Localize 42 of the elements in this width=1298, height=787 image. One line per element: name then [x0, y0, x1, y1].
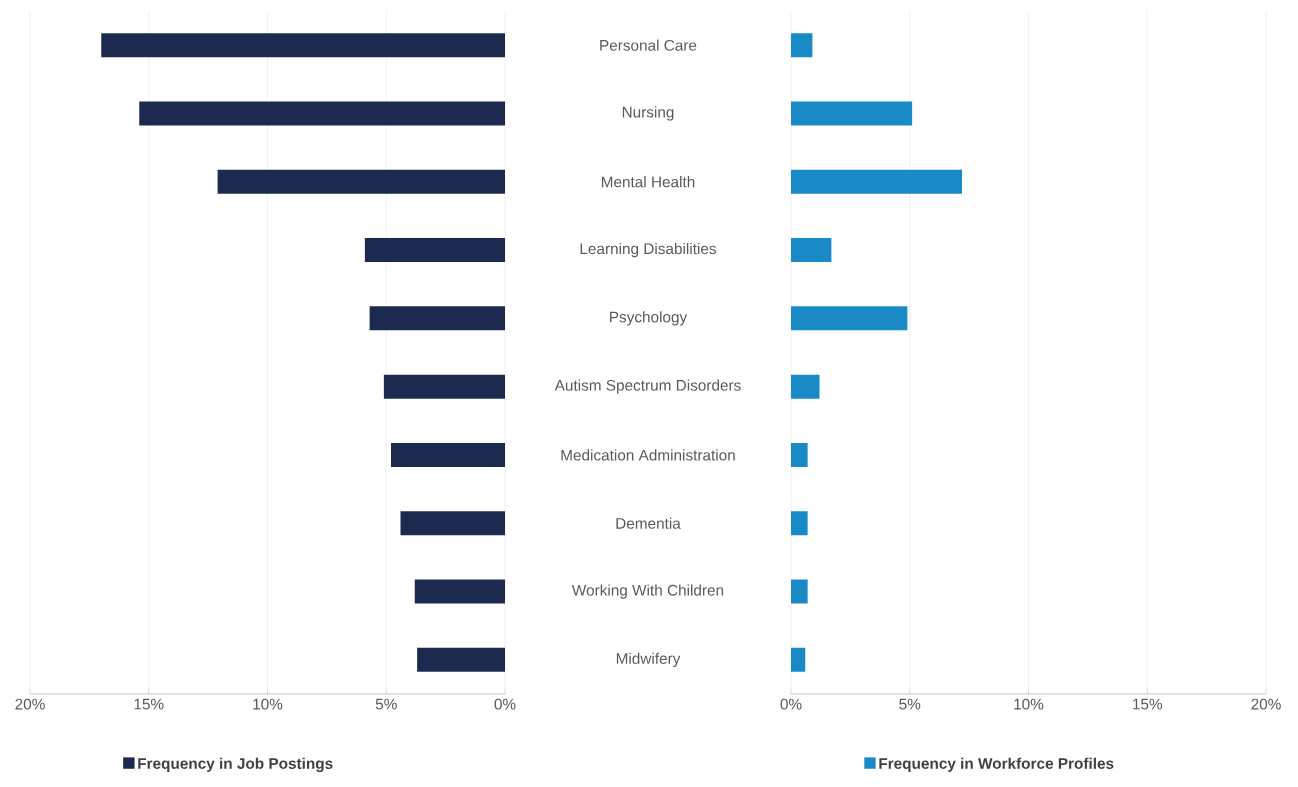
x-tick-label: 5%: [375, 698, 397, 710]
bar: [383, 374, 505, 399]
bar: [414, 579, 505, 604]
bar: [791, 101, 913, 126]
bar: [139, 101, 505, 126]
y-tick-label: Nursing: [622, 106, 674, 121]
bar: [391, 442, 505, 467]
bar: [791, 579, 808, 604]
bar: [791, 238, 832, 263]
bar: [791, 511, 808, 536]
bar: [791, 647, 806, 672]
y-tick-label: Mental Health: [601, 176, 695, 188]
y-tick-label: Dementia: [616, 517, 681, 529]
bar: [791, 306, 908, 331]
x-tick-label: 20%: [15, 698, 45, 710]
y-tick-label: Midwifery: [616, 652, 681, 667]
y-tick-label: Psychology: [610, 311, 688, 326]
y-tick-label: Learning Disabilities: [580, 242, 717, 258]
bar: [791, 33, 813, 58]
x-tick-label: 15%: [134, 698, 164, 710]
bar: [791, 374, 820, 399]
bar: [364, 238, 505, 263]
bar: [101, 33, 505, 58]
x-tick-label: 10%: [1014, 698, 1044, 710]
x-tick-label: 20%: [1251, 698, 1281, 710]
legend-label: Frequency in Job Postings: [138, 757, 333, 773]
bar: [417, 647, 505, 672]
y-tick-label: Medication Administration: [561, 449, 735, 461]
y-tick-label: Autism Spectrum Disorders: [554, 379, 741, 394]
bar: [400, 511, 505, 536]
x-tick-label: 0%: [494, 698, 516, 710]
x-tick-label: 5%: [899, 698, 921, 710]
bar: [791, 169, 963, 194]
bar: [217, 169, 505, 194]
legend-label: Frequency in Workforce Profiles: [879, 757, 1114, 772]
bar: [791, 442, 808, 467]
y-tick-label: Personal Care: [600, 39, 697, 51]
x-tick-label: 10%: [253, 698, 283, 710]
bar: [369, 306, 505, 331]
y-tick-label: Working With Children: [571, 584, 724, 599]
x-tick-label: 15%: [1133, 698, 1163, 710]
x-tick-label: 0%: [780, 698, 802, 710]
